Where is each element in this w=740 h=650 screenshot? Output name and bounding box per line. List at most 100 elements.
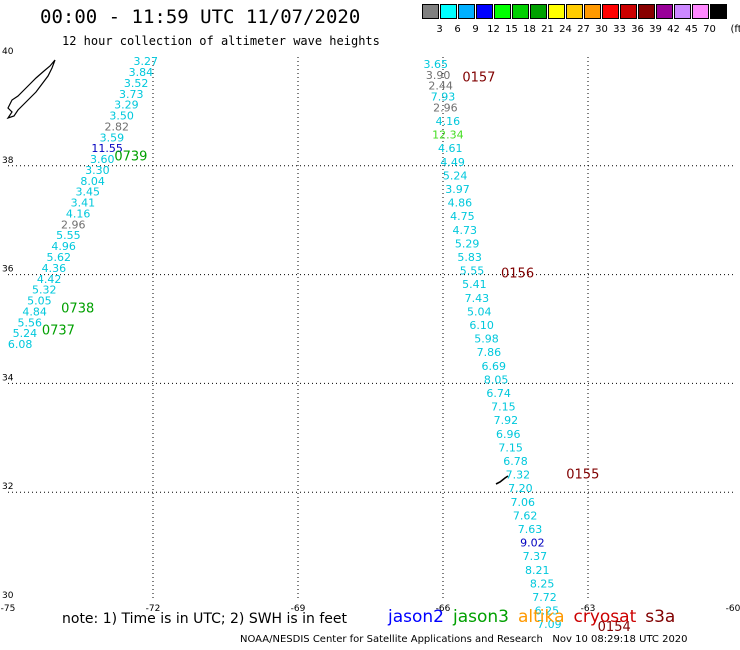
- legend-label: 27: [577, 24, 590, 35]
- wave-height-label: 8.21: [525, 564, 550, 577]
- lon-tick-label: -69: [291, 604, 306, 614]
- legend-label: 15: [505, 24, 518, 35]
- altimeter-tracks: 3.273.843.523.733.293.502.823.5911.553.6…: [8, 55, 631, 635]
- coastline-new-england: [6, 59, 56, 120]
- lat-tick-label: 36: [2, 265, 14, 275]
- wave-height-label: 3.30: [85, 164, 110, 177]
- wave-height-label: 4.42: [37, 273, 62, 286]
- coastline: [6, 59, 509, 485]
- lat-tick-label: 32: [2, 482, 13, 492]
- wave-height-label: 4.49: [440, 156, 465, 169]
- wave-height-label: 4.73: [453, 224, 478, 237]
- wave-height-label: 5.24: [13, 327, 38, 340]
- wave-height-label: 3.52: [124, 77, 149, 90]
- legend-label: 9: [472, 24, 479, 35]
- wave-height-label: 3.59: [100, 131, 125, 144]
- pass-time-label: 0157: [462, 70, 495, 85]
- lon-tick-label: -75: [1, 604, 16, 614]
- legend-swatch: [602, 4, 619, 19]
- wave-height-label: 2.96: [61, 218, 86, 231]
- wave-height-label: 7.37: [523, 550, 548, 563]
- satellite-name: jason2: [388, 607, 444, 627]
- pass-time-label: 0738: [61, 302, 94, 317]
- wave-height-label: 7.15: [498, 441, 523, 454]
- wave-height-label: 3.29: [114, 99, 139, 112]
- wave-height-label: 4.16: [66, 207, 91, 220]
- satellite-legend: jason2 jason3 altika cryosat s3a: [388, 607, 684, 627]
- legend-label: 21: [541, 24, 554, 35]
- legend-unit: (ft): [730, 24, 740, 35]
- wave-height-label: 6.74: [486, 387, 511, 400]
- legend-swatch: [494, 4, 511, 19]
- wave-height-label: 5.05: [27, 295, 52, 308]
- wave-height-label: 4.75: [450, 210, 475, 223]
- wave-height-label: 5.83: [457, 251, 482, 264]
- legend-label: 45: [685, 24, 698, 35]
- footer-credit: NOAA/NESDIS Center for Satellite Applica…: [240, 634, 688, 645]
- legend-label: 3: [436, 24, 443, 35]
- lon-tick-label: -63: [581, 604, 596, 614]
- page-subtitle: 12 hour collection of altimeter wave hei…: [62, 34, 380, 48]
- wave-height-label: 7.92: [494, 414, 519, 427]
- wave-height-label: 6.25: [535, 605, 560, 618]
- pass-time-label: 0737: [42, 323, 75, 338]
- wave-height-label: 3.41: [71, 197, 96, 210]
- satellite-name: altika: [518, 607, 565, 627]
- lat-tick-label: 34: [2, 373, 14, 383]
- wave-height-label: 11.55: [91, 142, 123, 155]
- legend-label: 36: [631, 24, 644, 35]
- wave-height-label: 5.29: [455, 237, 480, 250]
- page-title: 00:00 - 11:59 UTC 11/07/2020: [40, 6, 361, 28]
- wave-height-label: 3.27: [134, 55, 159, 68]
- wave-height-label: 4.84: [22, 305, 47, 318]
- wave-height-label: 7.63: [518, 523, 543, 536]
- wave-height-label: 6.69: [482, 360, 507, 373]
- legend-swatch: [458, 4, 475, 19]
- wave-height-label: 8.25: [530, 577, 555, 590]
- wave-height-label: 7.09: [537, 618, 562, 631]
- wave-height-label: 12.34: [432, 129, 464, 142]
- wave-height-label: 7.20: [508, 482, 533, 495]
- legend-swatch: [710, 4, 727, 19]
- wave-height-label: 5.24: [443, 169, 468, 182]
- wave-height-label: 3.73: [119, 88, 144, 101]
- legend-swatch: [422, 4, 439, 19]
- wave-height-label: 5.56: [18, 316, 43, 329]
- pass-time-label: 0155: [566, 468, 599, 483]
- wave-height-label: 6.78: [503, 455, 528, 468]
- wave-height-label: 4.36: [42, 262, 67, 275]
- wave-height-label: 3.65: [424, 58, 449, 71]
- wave-height-label: 3.60: [90, 153, 115, 166]
- coastline-bermuda: [495, 475, 509, 485]
- legend-label: 30: [595, 24, 608, 35]
- wave-height-label: 7.86: [477, 346, 502, 359]
- pass-time-label: 0739: [114, 149, 147, 164]
- legend-swatch: [440, 4, 457, 19]
- pass-time-label: 0156: [501, 266, 534, 281]
- wave-height-label: 7.62: [513, 509, 538, 522]
- lon-tick-label: -66: [436, 604, 451, 614]
- wave-height-label: 5.55: [460, 265, 485, 278]
- legend-swatch: [566, 4, 583, 19]
- legend-label: 42: [667, 24, 680, 35]
- wave-height-label: 5.32: [32, 284, 57, 297]
- wave-height-label: 3.50: [109, 110, 134, 123]
- legend-label: 70: [703, 24, 716, 35]
- wave-height-label: 7.43: [465, 292, 490, 305]
- wave-height-label: 8.05: [484, 373, 509, 386]
- wave-height-label: 4.16: [436, 115, 461, 128]
- graticule: [8, 57, 733, 601]
- wave-height-label: 8.04: [80, 175, 105, 188]
- legend-swatch: [530, 4, 547, 19]
- wave-height-label: 7.72: [532, 591, 557, 604]
- legend-label: 24: [559, 24, 572, 35]
- satellite-name: s3a: [645, 607, 676, 627]
- legend-swatch: [584, 4, 601, 19]
- lat-tick-label: 30: [2, 591, 14, 601]
- satellite-name: jason3: [453, 607, 509, 627]
- wave-height-label: 4.96: [51, 240, 76, 253]
- wave-height-label: 9.02: [520, 537, 545, 550]
- wave-height-label: 5.55: [56, 229, 81, 242]
- footer-note: note: 1) Time is in UTC; 2) SWH is in fe…: [62, 611, 348, 627]
